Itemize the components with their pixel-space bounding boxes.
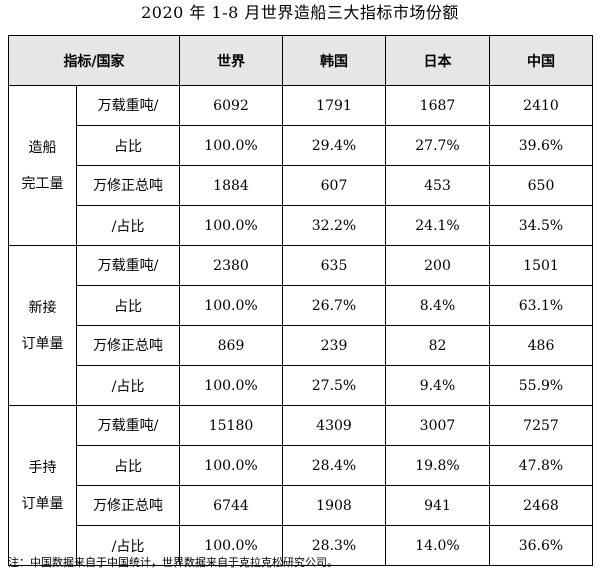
share-cell: 100.0% <box>179 285 283 326</box>
unit-label-cell: 万修正总吨 <box>76 485 180 526</box>
unit-label-cell: 万载重吨/ <box>76 85 180 126</box>
unit-label-cell: 万载重吨/ <box>76 405 180 446</box>
category-label-line1: 造船 <box>28 139 57 156</box>
value-cell: 941 <box>385 485 490 526</box>
header-china: 中国 <box>489 35 593 86</box>
value-cell: 6744 <box>179 485 283 526</box>
value-cell: 1501 <box>489 245 593 286</box>
value-cell: 869 <box>179 325 283 366</box>
header-indicator-country: 指标/国家 <box>8 35 180 86</box>
value-cell: 650 <box>489 165 593 206</box>
category-label-line2: 订单量 <box>21 495 64 512</box>
unit-label-cell: 占比 <box>76 285 180 326</box>
table-header-row: 指标/国家 世界 韩国 日本 中国 <box>8 35 593 86</box>
share-cell: 27.5% <box>282 365 386 406</box>
unit-label-cell: /占比 <box>76 205 180 246</box>
value-cell: 15180 <box>179 405 283 446</box>
share-cell: 14.0% <box>385 525 490 566</box>
value-cell: 2410 <box>489 85 593 126</box>
share-cell: 100.0% <box>179 525 283 566</box>
share-cell: 19.8% <box>385 445 490 486</box>
table-row: 占比 100.0% 26.7% 8.4% 63.1% <box>9 285 593 326</box>
table-row: 占比 100.0% 29.4% 27.7% 39.6% <box>9 125 593 166</box>
header-japan: 日本 <box>385 35 490 86</box>
category-cell: 造船 完工量 <box>8 85 77 246</box>
value-cell: 1908 <box>282 485 386 526</box>
value-cell: 1791 <box>282 85 386 126</box>
share-cell: 32.2% <box>282 205 386 246</box>
share-cell: 29.4% <box>282 125 386 166</box>
unit-label-cell: 万修正总吨 <box>76 325 180 366</box>
footnote: 注：中国数据来自于中国统计，世界数据来自于克拉克松研究公司。 <box>8 556 338 569</box>
table-row: /占比 100.0% 27.5% 9.4% 55.9% <box>9 365 593 406</box>
value-cell: 3007 <box>385 405 490 446</box>
table-row: 占比 100.0% 28.4% 19.8% 47.8% <box>9 445 593 486</box>
category-cell: 新接 订单量 <box>8 245 77 406</box>
value-cell: 7257 <box>489 405 593 446</box>
table-row: /占比 100.0% 28.3% 14.0% 36.6% <box>9 525 593 566</box>
category-label-line1: 新接 <box>28 299 57 316</box>
value-cell: 82 <box>385 325 490 366</box>
table-row: 万修正总吨 6744 1908 941 2468 <box>9 485 593 526</box>
share-cell: 24.1% <box>385 205 490 246</box>
value-cell: 635 <box>282 245 386 286</box>
share-cell: 55.9% <box>489 365 593 406</box>
share-cell: 100.0% <box>179 445 283 486</box>
category-label-line1: 手持 <box>28 459 57 476</box>
share-cell: 36.6% <box>489 525 593 566</box>
category-cell: 手持 订单量 <box>8 405 77 566</box>
table-row: /占比 100.0% 32.2% 24.1% 34.5% <box>9 205 593 246</box>
value-cell: 239 <box>282 325 386 366</box>
value-cell: 4309 <box>282 405 386 446</box>
share-cell: 63.1% <box>489 285 593 326</box>
share-cell: 8.4% <box>385 285 490 326</box>
share-cell: 27.7% <box>385 125 490 166</box>
value-cell: 1687 <box>385 85 490 126</box>
table-row: 造船 完工量 万载重吨/6092 1791 1687 2410 <box>8 85 593 246</box>
unit-label-cell: 占比 <box>76 445 180 486</box>
unit-label-cell: 万修正总吨 <box>76 165 180 206</box>
value-cell: 1884 <box>179 165 283 206</box>
header-korea: 韩国 <box>282 35 386 86</box>
category-label-line2: 完工量 <box>21 175 64 192</box>
value-cell: 2468 <box>489 485 593 526</box>
share-cell: 39.6% <box>489 125 593 166</box>
share-cell: 100.0% <box>179 365 283 406</box>
table-row: 万修正总吨 1884 607 453 650 <box>9 165 593 206</box>
table-row: 手持 订单量 万载重吨/15180 4309 3007 7257 <box>8 405 593 566</box>
value-cell: 453 <box>385 165 490 206</box>
share-cell: 100.0% <box>179 205 283 246</box>
share-cell: 47.8% <box>489 445 593 486</box>
share-cell: 28.4% <box>282 445 386 486</box>
value-cell: 2380 <box>179 245 283 286</box>
header-world: 世界 <box>179 35 283 86</box>
unit-label-cell: /占比 <box>76 365 180 406</box>
table-row: 新接 订单量 万载重吨/2380 635 200 1501 <box>8 245 593 406</box>
value-cell: 607 <box>282 165 386 206</box>
unit-label-cell: 占比 <box>76 125 180 166</box>
page-title: 2020 年 1-8 月世界造船三大指标市场份额 <box>141 3 459 22</box>
table-row: 万修正总吨 869 239 82 486 <box>9 325 593 366</box>
share-cell: 100.0% <box>179 125 283 166</box>
value-cell: 486 <box>489 325 593 366</box>
share-cell: 9.4% <box>385 365 490 406</box>
category-label-line2: 订单量 <box>21 335 64 352</box>
value-cell: 200 <box>385 245 490 286</box>
share-cell: 34.5% <box>489 205 593 246</box>
market-share-table: 指标/国家 世界 韩国 日本 中国 造船 完工量 万载重吨/6092 1791 1687… <box>8 35 593 566</box>
unit-label-cell: /占比 <box>76 525 180 566</box>
value-cell: 6092 <box>179 85 283 126</box>
share-cell: 26.7% <box>282 285 386 326</box>
unit-label-cell: 万载重吨/ <box>76 245 180 286</box>
